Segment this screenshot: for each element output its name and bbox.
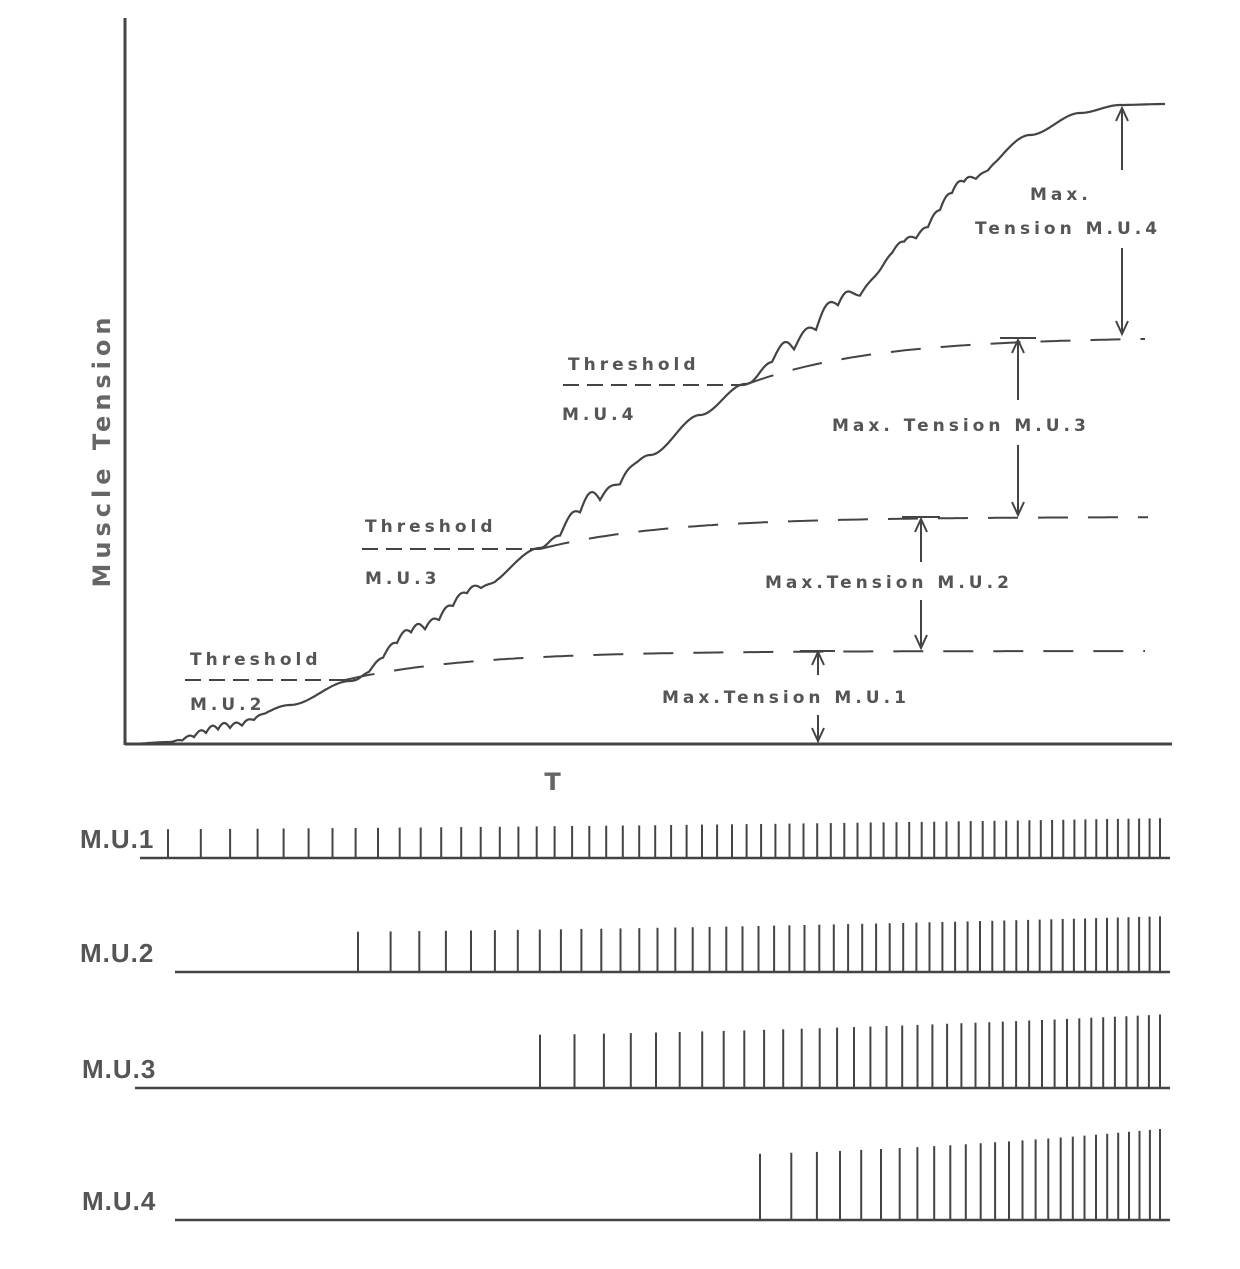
threshold-mu3-line2: M.U.3 <box>365 569 440 589</box>
spike-train-2: M.U.2 <box>80 916 1170 974</box>
threshold-mu2-line2: M.U.2 <box>190 695 265 715</box>
plateau-line-1 <box>344 650 1145 681</box>
max-tension-mu2: Max.Tension M.U.2 <box>765 516 1013 651</box>
plateau-line-2 <box>539 516 1149 550</box>
threshold-mu2-line1: Threshold <box>190 650 322 670</box>
x-axis-label: T <box>544 768 565 796</box>
threshold-mu3: Threshold M.U.3 <box>362 517 540 589</box>
spike-train-1: M.U.1 <box>80 818 1170 860</box>
threshold-mu2: Threshold M.U.2 <box>185 650 355 715</box>
max-tension-mu3: Max. Tension M.U.3 <box>832 337 1090 518</box>
max-tension-mu4-label-line2: Tension M.U.4 <box>975 219 1161 239</box>
spike-train-label-3: M.U.3 <box>82 1054 156 1084</box>
spike-train-4: M.U.4 <box>82 1129 1170 1222</box>
threshold-mu4: Threshold M.U.4 <box>562 355 745 425</box>
max-tension-mu4-label-line1: Max. <box>1030 185 1092 205</box>
y-axis-label: Muscle Tension <box>88 313 116 588</box>
plateau-line-3 <box>744 338 1145 386</box>
spike-train-3: M.U.3 <box>82 1014 1170 1090</box>
spike-trains: M.U.1 M.U.2 M.U.3 M.U.4 <box>80 818 1170 1222</box>
tension-curve <box>128 102 1165 746</box>
threshold-mu4-line2: M.U.4 <box>562 405 637 425</box>
spike-train-label-4: M.U.4 <box>82 1186 156 1216</box>
max-tension-mu1: Max.Tension M.U.1 <box>662 649 910 744</box>
max-tension-mu1-label: Max.Tension M.U.1 <box>662 688 910 708</box>
max-tension-mu2-label: Max.Tension M.U.2 <box>765 573 1013 593</box>
threshold-mu3-line1: Threshold <box>365 517 497 537</box>
spike-train-label-2: M.U.2 <box>80 938 154 968</box>
threshold-mu4-line1: Threshold <box>568 355 700 375</box>
max-tension-mu4: Max. Tension M.U.4 <box>975 105 1161 337</box>
plateau-lines <box>344 338 1149 681</box>
max-tension-mu3-label: Max. Tension M.U.3 <box>832 416 1090 436</box>
spike-train-label-1: M.U.1 <box>80 824 154 854</box>
